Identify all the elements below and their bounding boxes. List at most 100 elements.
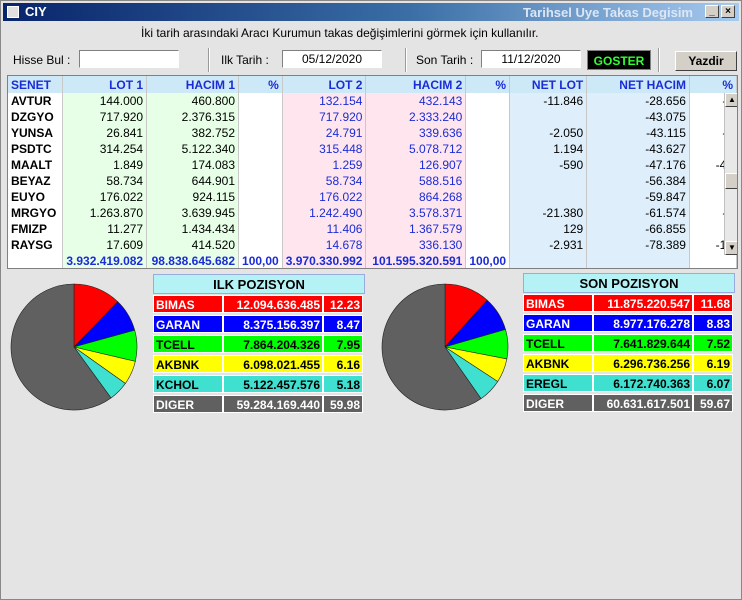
table-cell: 24.791 — [282, 125, 367, 141]
column-header[interactable]: LOT 1 — [62, 76, 148, 93]
scroll-up-icon[interactable]: ▲ — [725, 93, 737, 107]
position-row: BIMAS 11.875.220.547 11.68 — [523, 294, 735, 312]
table-cell: -59.847 — [586, 189, 690, 205]
table-cell: 1.259 — [282, 157, 367, 173]
table-cell: 414.520 — [146, 237, 240, 253]
table-cell — [238, 205, 283, 221]
grid-scrollbar[interactable]: ▲ ▼ — [724, 93, 737, 255]
table-cell: RAYSG — [8, 237, 64, 253]
hisse-search-input[interactable] — [79, 50, 179, 68]
total-cell: 101.595.320.591 — [365, 253, 467, 268]
table-row[interactable]: AVTUR 144.000 460.800 132.154 432.143 -11.846… — [8, 93, 737, 109]
table-row[interactable]: RAYSG 17.609 414.520 14.678 336.130 -2.931 -78… — [8, 237, 737, 253]
position-row: AKBNK 6.098.021.455 6.16 — [153, 355, 365, 373]
table-cell: 864.268 — [365, 189, 467, 205]
table-row[interactable]: PSDTC 314.254 5.122.340 315.448 5.078.712 1.1… — [8, 141, 737, 157]
table-cell: -43.627 — [586, 141, 690, 157]
table-cell: MAALT — [8, 157, 64, 173]
table-cell: DZGYO — [8, 109, 64, 125]
son-pozisyon-title: SON POZISYON — [523, 273, 735, 293]
table-cell: 2.333.240 — [365, 109, 467, 125]
table-row[interactable]: YUNSA 26.841 382.752 24.791 339.636 -2.050 -43… — [8, 125, 737, 141]
totals-row: 3.932.419.082 98.838.645.682 100,00 3.970.3… — [8, 253, 737, 268]
takas-grid[interactable]: SENET LOT 1 HACIM 1% LOT 2 HACIM 2% NET LOT NE… — [7, 75, 738, 269]
table-cell: -2.050 — [509, 125, 588, 141]
table-row[interactable]: BEYAZ 58.734 644.901 58.734 588.516 -56.384 — [8, 173, 737, 189]
table-cell: 432.143 — [365, 93, 467, 109]
total-cell — [8, 253, 64, 268]
table-cell: 1.367.579 — [365, 221, 467, 237]
goster-button[interactable]: GOSTER — [587, 50, 651, 70]
position-percent: 6.07 — [693, 374, 733, 392]
table-row[interactable]: EUYO 176.022 924.115 176.022 864.268 -59.847 — [8, 189, 737, 205]
position-value: 5.122.457.576 — [223, 375, 323, 393]
position-row: AKBNK 6.296.736.256 6.19 — [523, 354, 735, 372]
column-header[interactable]: SENET — [8, 76, 64, 93]
scroll-down-icon[interactable]: ▼ — [725, 241, 737, 255]
table-cell: 174.083 — [146, 157, 240, 173]
divider — [208, 48, 210, 72]
table-cell: 717.920 — [282, 109, 367, 125]
table-cell: 3.578.371 — [365, 205, 467, 221]
column-header[interactable]: NET LOT — [509, 76, 588, 93]
table-cell — [509, 109, 588, 125]
position-value: 6.172.740.363 — [593, 374, 693, 392]
table-cell: -43.075 — [586, 109, 690, 125]
table-cell — [465, 173, 511, 189]
table-cell: BEYAZ — [8, 173, 64, 189]
table-cell: -11.846 — [509, 93, 588, 109]
ilk-tarih-field[interactable]: 05/12/2020 — [282, 50, 382, 68]
table-cell — [465, 93, 511, 109]
column-header[interactable]: % — [465, 76, 511, 93]
title-bar[interactable]: CIY Tarihsel Uye Takas Degisim _ × — [3, 3, 739, 21]
position-row: TCELL 7.864.204.326 7.95 — [153, 335, 365, 353]
position-row: GARAN 8.977.176.278 8.83 — [523, 314, 735, 332]
position-percent: 59.67 — [693, 394, 733, 412]
table-cell — [465, 141, 511, 157]
yazdir-button[interactable]: Yazdir — [675, 51, 737, 71]
table-cell: 1.242.490 — [282, 205, 367, 221]
son-pozisyon-list: BIMAS 11.875.220.547 11.68 GARAN 8.977.176.2… — [523, 294, 735, 414]
table-cell: -590 — [509, 157, 588, 173]
table-cell — [238, 237, 283, 253]
position-name: DIGER — [523, 394, 593, 412]
table-cell: 382.752 — [146, 125, 240, 141]
position-value: 59.284.169.440 — [223, 395, 323, 413]
table-cell — [238, 221, 283, 237]
table-row[interactable]: MRGYO 1.263.870 3.639.945 1.242.490 3.578.37… — [8, 205, 737, 221]
table-cell: 339.636 — [365, 125, 467, 141]
table-cell — [238, 125, 283, 141]
column-header[interactable]: HACIM 1 — [146, 76, 240, 93]
column-header[interactable]: % — [238, 76, 283, 93]
table-cell — [238, 189, 283, 205]
table-row[interactable]: DZGYO 717.920 2.376.315 717.920 2.333.240 -43… — [8, 109, 737, 125]
instruction-text: İki tarih arasındaki Aracı Kurumun takas… — [141, 26, 539, 40]
table-cell: 924.115 — [146, 189, 240, 205]
close-icon[interactable]: × — [721, 5, 735, 18]
total-cell — [509, 253, 588, 268]
column-header[interactable]: HACIM 2 — [365, 76, 467, 93]
table-row[interactable]: MAALT 1.849 174.083 1.259 126.907 -590 -47.176… — [8, 157, 737, 173]
position-value: 12.094.636.485 — [223, 295, 323, 313]
window-caption: Tarihsel Uye Takas Degisim — [522, 5, 693, 20]
column-header[interactable]: % — [689, 76, 737, 93]
position-row: DIGER 59.284.169.440 59.98 — [153, 395, 365, 413]
position-percent: 12.23 — [323, 295, 363, 313]
column-header[interactable]: NET HACIM — [586, 76, 690, 93]
table-cell — [238, 109, 283, 125]
ilk-pozisyon-list: BIMAS 12.094.636.485 12.23 GARAN 8.375.156.3… — [153, 295, 365, 415]
table-cell: 176.022 — [62, 189, 148, 205]
son-tarih-field[interactable]: 11/12/2020 — [481, 50, 581, 68]
table-cell: EUYO — [8, 189, 64, 205]
scroll-thumb[interactable] — [725, 173, 737, 189]
total-cell: 100,00 — [465, 253, 511, 268]
table-cell: 1.263.870 — [62, 205, 148, 221]
table-cell — [509, 173, 588, 189]
column-header[interactable]: LOT 2 — [282, 76, 367, 93]
total-cell — [689, 253, 737, 268]
table-cell: 11.406 — [282, 221, 367, 237]
table-row[interactable]: FMIZP 11.277 1.434.434 11.406 1.367.579 129 -6… — [8, 221, 737, 237]
table-cell: AVTUR — [8, 93, 64, 109]
table-cell — [465, 237, 511, 253]
minimize-icon[interactable]: _ — [705, 5, 719, 18]
